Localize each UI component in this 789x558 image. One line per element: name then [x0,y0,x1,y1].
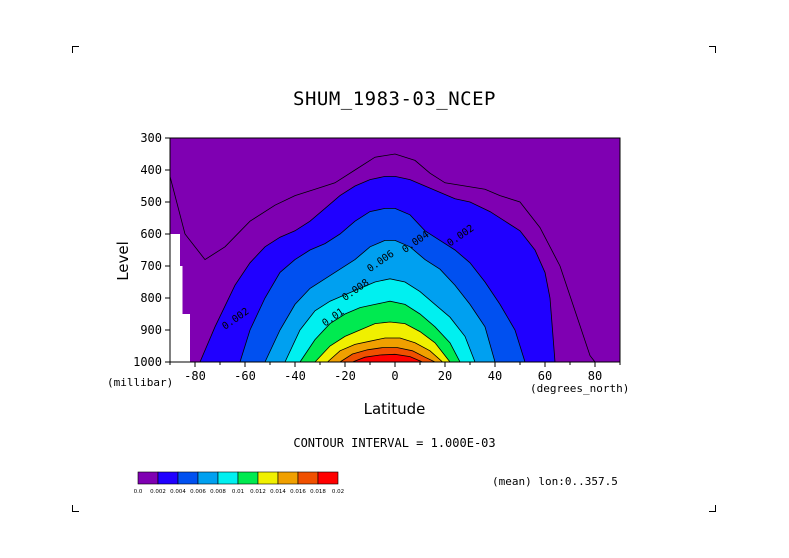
y-tick-label: 800 [140,291,162,305]
x-tick-label: 80 [588,369,602,383]
colorbar-label: 0.002 [150,489,166,495]
y-tick-label: 1000 [133,355,162,369]
crop-mark-bottom-left [72,505,79,512]
y-tick-label: 700 [140,259,162,273]
x-tick-label: 0 [391,369,398,383]
colorbar-label: 0.014 [270,489,286,495]
colorbar-swatch [197,471,219,485]
colorbar-swatch [297,471,319,485]
colorbar-label: 0.018 [310,489,326,495]
y-axis-units: (millibar) [107,376,174,389]
colorbar-label: 0.01 [232,489,244,495]
colorbar-label: 0.004 [170,489,186,495]
x-tick-label: -20 [334,369,356,383]
y-axis-label: Level [113,241,132,281]
x-axis-label: Latitude [363,400,426,418]
crop-mark-top-left [72,46,79,53]
missing-data-region [170,234,190,362]
colorbar-swatch [177,471,199,485]
x-tick-label: -60 [234,369,256,383]
x-tick-label: 40 [488,369,502,383]
x-tick-label: 20 [438,369,452,383]
y-tick-label: 400 [140,163,162,177]
y-tick-label: 300 [140,131,162,145]
colorbar-swatch [257,471,279,485]
chart-title: SHUM_1983-03_NCEP [293,88,496,110]
colorbar-swatch [277,471,299,485]
colorbar-swatch [157,471,179,485]
contour-interval-text: CONTOUR INTERVAL = 1.000E-03 [293,436,496,450]
x-tick-label: -80 [184,369,206,383]
contour-line [169,153,596,363]
colorbar-swatch [237,471,259,485]
colorbar-swatch [217,471,239,485]
colorbar-label: 0.006 [190,489,206,495]
colorbar-label: 0.016 [290,489,306,495]
colorbar-swatch [137,471,159,485]
colorbar-label: 0.008 [210,489,226,495]
colorbar-label: 0.0 [134,489,143,495]
crop-mark-bottom-right [709,505,716,512]
colorbar-swatch [317,471,339,485]
y-tick-label: 900 [140,323,162,337]
crop-mark-top-right [709,46,716,53]
colorbar-label: 0.012 [250,489,266,495]
x-axis-units: (degrees_north) [530,382,630,395]
mean-note: (mean) lon:0..357.5 [492,475,618,488]
colorbar-label: 0.02 [332,489,344,495]
x-tick-label: 60 [538,369,552,383]
y-tick-label: 500 [140,195,162,209]
x-tick-label: -40 [284,369,306,383]
y-tick-label: 600 [140,227,162,241]
